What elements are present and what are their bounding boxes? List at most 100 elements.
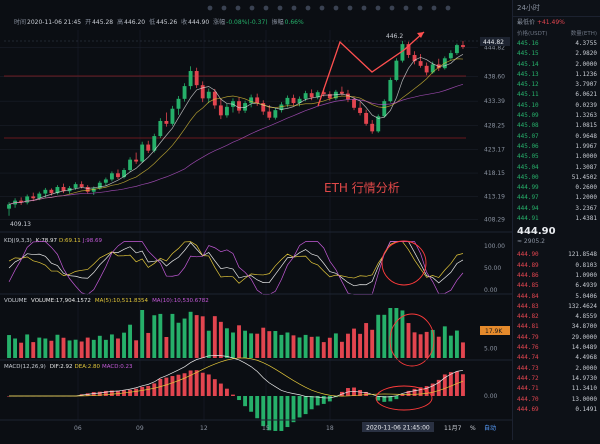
volume-bar	[364, 323, 368, 358]
candle	[25, 195, 29, 205]
toolbar-icon[interactable]	[264, 6, 269, 11]
toolbar-icon[interactable]	[362, 6, 367, 11]
toolbar-icon[interactable]	[390, 6, 395, 11]
chart-toolbar[interactable]	[208, 6, 451, 11]
order-amount: 4.3755	[575, 39, 597, 49]
toolbar-icon[interactable]	[306, 6, 311, 11]
volume-bar	[316, 337, 320, 358]
toolbar-icon[interactable]	[250, 6, 255, 11]
toolbar-icon[interactable]	[348, 6, 353, 11]
price-tick-label: 418.15	[484, 170, 505, 177]
candle	[461, 41, 465, 49]
toolbar-icon[interactable]	[278, 6, 283, 11]
toolbar-icon[interactable]	[236, 6, 241, 11]
order-price: 445.10	[517, 101, 539, 111]
order-price: 444.84	[517, 292, 539, 302]
order-price: 444.82	[517, 312, 539, 322]
candle	[255, 94, 259, 106]
volume-bar	[158, 314, 162, 358]
order-amount: 6.4939	[575, 281, 597, 291]
volume-bar	[164, 337, 168, 358]
volume-bar	[43, 339, 47, 359]
auto-toggle[interactable]: 自动	[484, 424, 496, 432]
book-title[interactable]: 24小时	[513, 0, 600, 17]
order-price: 444.91	[517, 214, 539, 224]
order-amount: 4.8559	[575, 312, 597, 322]
toolbar-icon[interactable]	[446, 6, 451, 11]
toolbar-icon[interactable]	[432, 6, 437, 11]
toolbar-icon[interactable]	[376, 6, 381, 11]
macd-dif: DIF:2.92	[50, 364, 73, 370]
macd-tick-label: 5.00	[484, 346, 498, 353]
order-price: 445.16	[517, 39, 539, 49]
macd-histogram-bar	[279, 396, 283, 431]
period-label[interactable]: 11月7	[444, 425, 462, 432]
toolbar-icon[interactable]	[334, 6, 339, 11]
candle	[86, 185, 90, 193]
macd-value: MACD:0.23	[102, 364, 133, 370]
bid-row[interactable]: 445.16 4.3755	[513, 39, 600, 49]
volume-bar	[31, 342, 35, 358]
percent-toggle[interactable]: %	[470, 425, 476, 432]
ask-row[interactable]: 444.82 4.8559	[513, 312, 600, 322]
order-price: 445.12	[517, 80, 539, 90]
time-label: 时间	[14, 18, 26, 26]
candle	[449, 50, 453, 60]
volume-bar	[122, 333, 126, 358]
last-price-block: 444.90 ≈ 2905.2	[513, 224, 600, 250]
macd-histogram-bar	[298, 396, 302, 417]
candle	[437, 59, 441, 71]
toolbar-icon[interactable]	[418, 6, 423, 11]
candle	[183, 83, 187, 101]
toolbar-icon[interactable]	[320, 6, 325, 11]
book-sub-change: +41.49%	[537, 19, 565, 26]
toolbar-icon[interactable]	[292, 6, 297, 11]
col-price: 价格(USDT)	[517, 29, 547, 39]
macd-histogram-bar	[152, 383, 156, 396]
volume-panel	[7, 308, 465, 358]
toolbar-icon[interactable]	[222, 6, 227, 11]
time-tick-label: 18	[326, 425, 334, 432]
order-price: 444.70	[517, 395, 539, 405]
toolbar-icon[interactable]	[208, 6, 213, 11]
volume-bar	[213, 316, 217, 358]
toolbar-icon[interactable]	[404, 6, 409, 11]
volume-bar	[394, 308, 398, 358]
